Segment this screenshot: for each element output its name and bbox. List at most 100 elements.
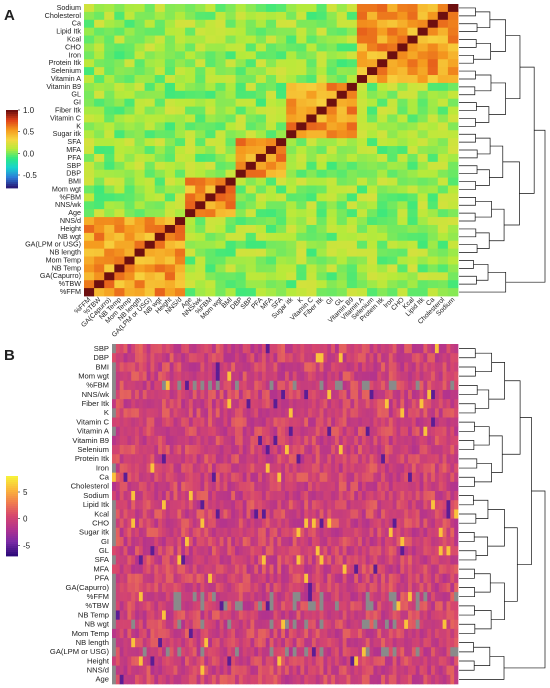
heatmap-b-cell: [173, 656, 178, 666]
heatmap-a-cell: [94, 201, 105, 210]
heatmap-b-cell: [311, 573, 317, 584]
heatmap-b-cell: [273, 435, 278, 446]
heatmap-b-cell: [315, 674, 320, 685]
heatmap-a-cell: [367, 169, 378, 179]
heatmap-b-cell: [396, 481, 401, 492]
heatmap-b-cell: [231, 353, 236, 363]
heatmap-b-cell: [338, 500, 344, 510]
heatmap-a-cell: [94, 82, 105, 92]
heatmap-b-cell: [204, 610, 209, 621]
heatmap-b-cell: [454, 500, 459, 510]
heatmap-b-cell: [350, 380, 355, 391]
heatmap-b-cell: [450, 445, 455, 455]
heatmap-b-cell: [265, 610, 270, 621]
heatmap-a-cell: [215, 90, 226, 100]
heatmap-a-cell: [225, 169, 237, 179]
heatmap-a-cell: [447, 27, 459, 36]
heatmap-b-cell: [246, 445, 251, 455]
heatmap-b-cell: [269, 380, 274, 391]
heatmap-b-cell: [131, 573, 136, 584]
heatmap-b-cell: [327, 628, 332, 639]
heatmap-b-cell: [250, 674, 255, 685]
heatmap-a-cell: [316, 280, 327, 289]
heatmap-b-cell: [381, 638, 386, 648]
heatmap-a-cell: [316, 98, 327, 107]
heatmap-b-cell: [285, 380, 290, 391]
heatmap-b-cell: [327, 399, 332, 409]
heatmap-a-cell: [124, 224, 135, 234]
heatmap-b-cell: [135, 454, 140, 464]
heatmap-b-cell: [300, 674, 305, 685]
heatmap-b-cell: [346, 536, 351, 547]
heatmap-a-cell: [104, 138, 115, 147]
heatmap-b-cell: [231, 665, 236, 676]
heatmap-b-cell: [277, 399, 282, 409]
heatmap-b-cell: [115, 362, 121, 372]
heatmap-a-cell: [205, 90, 216, 100]
heatmap-b-cell: [208, 344, 213, 354]
heatmap-b-cell: [211, 463, 217, 473]
heatmap-b-cell: [408, 509, 413, 519]
heatmap-a-cell: [346, 161, 358, 171]
heatmap-a-color-legend: 1.00.50.0-0.5: [6, 106, 37, 189]
heatmap-b-cell: [415, 619, 420, 630]
heatmap-b-cell: [446, 647, 451, 657]
heatmap-b-cell: [350, 536, 355, 547]
heatmap-b-cell: [231, 344, 236, 354]
heatmap-b-cell: [442, 463, 447, 473]
heatmap-a-cell: [427, 59, 439, 68]
heatmap-b-cell: [127, 518, 132, 529]
heatmap-b-cell: [415, 555, 420, 565]
heatmap-b-cell: [338, 555, 344, 565]
heatmap-b-cell: [350, 665, 355, 676]
heatmap-a-cell: [346, 264, 358, 273]
heatmap-b-cell: [165, 344, 171, 354]
heatmap-b-cell: [400, 399, 405, 409]
heatmap-b-cell: [369, 592, 374, 602]
heatmap-b-cell: [277, 573, 282, 584]
heatmap-a-cell: [447, 288, 459, 297]
heatmap-a-cell: [296, 256, 307, 265]
heatmap-b-cell: [254, 592, 259, 602]
heatmap-b-cell: [142, 417, 147, 428]
heatmap-b-legend-swatch: [6, 524, 18, 527]
heatmap-b-cell: [288, 546, 294, 556]
heatmap-b-cell: [215, 408, 220, 418]
heatmap-b-cell: [308, 426, 313, 437]
heatmap-a-cell: [407, 75, 418, 84]
heatmap-a-cell: [154, 280, 166, 289]
heatmap-a-cell: [205, 288, 216, 297]
heatmap-b-cell: [150, 601, 155, 611]
heatmap-b-cell: [296, 546, 301, 556]
heatmap-b-cell: [269, 362, 274, 372]
heatmap-b-cell: [211, 564, 217, 575]
heatmap-b-cell: [177, 353, 182, 363]
heatmap-a-cell: [356, 4, 368, 13]
heatmap-b-cell: [258, 435, 263, 446]
heatmap-b-cell: [431, 454, 436, 464]
heatmap-b-cell: [304, 647, 309, 657]
heatmap-a-cell: [286, 67, 297, 76]
heatmap-a-row-label: Cholesterol: [45, 11, 82, 20]
heatmap-b-cell: [285, 582, 290, 593]
heatmap-a-cell: [407, 248, 418, 257]
heatmap-b-cell: [442, 371, 447, 382]
heatmap-a-cell: [326, 75, 338, 84]
heatmap-b-cell: [396, 619, 401, 630]
heatmap-b-cell: [258, 647, 263, 657]
heatmap-a-cell: [134, 217, 146, 226]
heatmap-b-cell: [427, 555, 432, 565]
heatmap-b-cell: [369, 564, 374, 575]
heatmap-b-cell: [254, 472, 259, 483]
heatmap-b-cell: [427, 592, 432, 602]
heatmap-b-row-label: SFA: [95, 555, 110, 564]
heatmap-a-cell: [356, 161, 368, 171]
heatmap-b-cell: [423, 481, 428, 492]
heatmap-b-cell: [288, 399, 294, 409]
heatmap-a-cell: [417, 161, 429, 171]
heatmap-b-cell: [450, 582, 455, 593]
heatmap-a-cell: [195, 90, 206, 100]
heatmap-b-cell: [404, 518, 409, 529]
heatmap-a-cell: [356, 51, 368, 60]
heatmap-b-legend-swatch: [6, 554, 18, 557]
